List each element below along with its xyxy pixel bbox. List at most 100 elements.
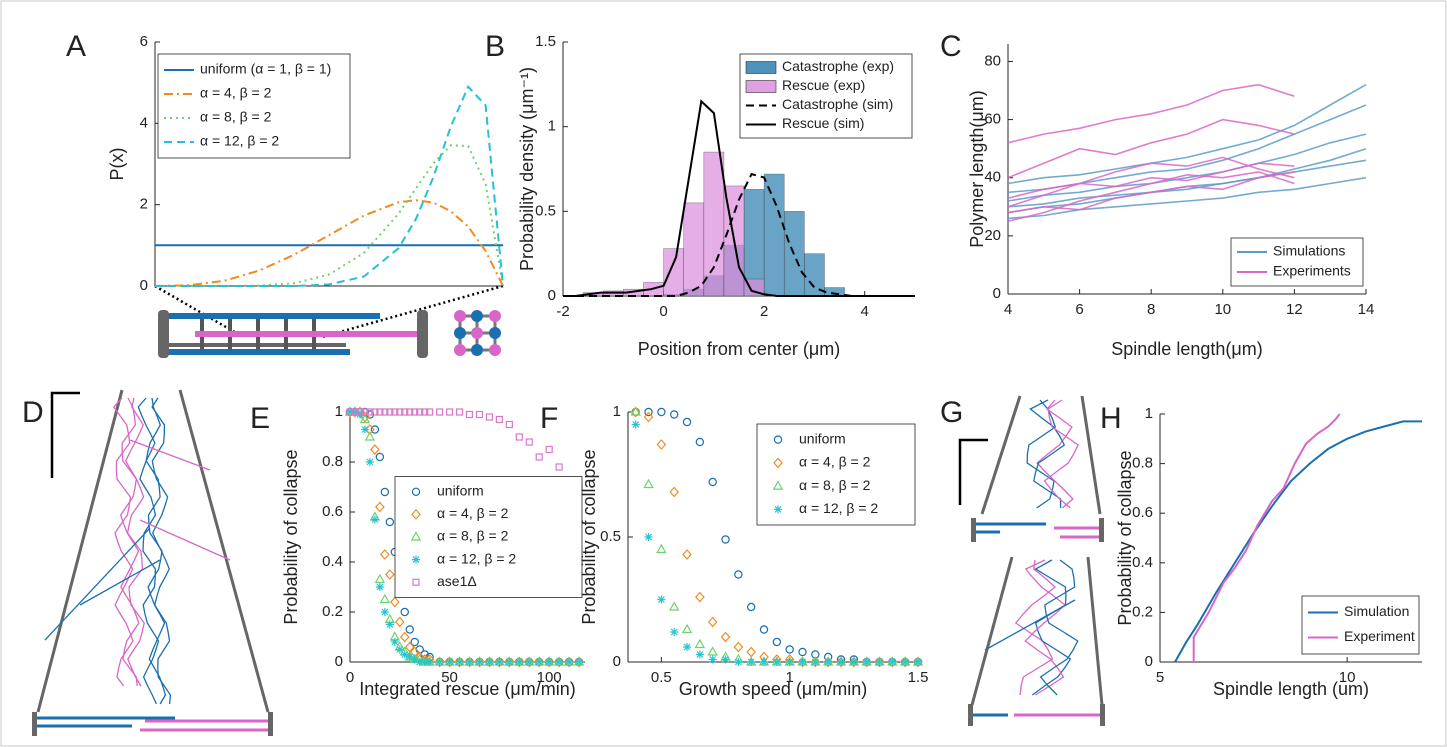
node [489,327,501,339]
marker [785,658,794,666]
marker [514,656,525,668]
y-tick-label: 0.8 [322,453,343,470]
marker [435,658,444,666]
legend-label: ase1Δ [437,573,477,589]
legend-swatch [412,578,420,586]
marker [669,486,679,498]
legend-label: Rescue (sim) [782,115,864,131]
y-tick-label: 2 [140,196,148,213]
legend-box [756,423,916,526]
marker [515,433,523,441]
marker [454,656,465,668]
marker [385,620,394,629]
marker [365,458,374,466]
y-tick-label: 1 [548,118,556,135]
marker [485,658,494,666]
legend-label: α = 4, β = 2 [437,505,509,521]
trace [139,519,231,561]
marker [356,408,364,416]
node [454,344,466,356]
marker [395,645,404,654]
legend-label: Rescue (exp) [782,77,865,93]
marker [707,646,718,656]
x-tick-label: 4 [861,303,869,320]
legend-swatch [745,80,777,93]
x-axis-label: Integrated rescue (μm/min) [359,679,575,699]
marker [544,656,554,668]
marker [811,658,820,666]
y-tick-label: 0.4 [1132,554,1153,571]
line [155,84,504,287]
microtubule [195,331,417,337]
marker [747,658,756,666]
marker [364,431,376,441]
marker [837,658,846,666]
marker [379,593,391,604]
y-axis-label: Probability of collapse [281,449,301,624]
trace [79,559,161,606]
marker [555,463,563,471]
trace [1014,559,1057,696]
marker [421,408,429,416]
trace [1024,559,1067,696]
marker [400,650,409,659]
panel-label: G [940,396,963,429]
trace [151,397,172,705]
marker [545,658,554,666]
legend-swatch [773,457,783,469]
marker [888,658,897,666]
line [154,199,504,287]
line [563,172,915,297]
trace [1007,156,1295,208]
marker [565,658,574,666]
node [454,310,466,322]
histogram-bar [763,173,785,297]
x-tick-label: 0 [659,303,667,320]
marker [374,573,386,584]
y-tick-label: 0 [993,285,1001,302]
marker [394,616,405,628]
legend-label: α = 8, β = 2 [200,109,272,125]
trace [129,439,211,471]
marker [410,655,419,664]
marker [436,408,444,416]
marker [525,438,533,446]
marker [759,625,769,634]
y-tick-label: 0 [140,277,148,294]
spindle-edge [970,556,1014,706]
legend-swatch [411,487,421,496]
x-tick-label: 1 [786,669,794,686]
marker [444,656,455,668]
marker [695,437,705,447]
line [1192,413,1341,662]
x-tick-label: 5 [1156,669,1164,686]
marker [375,452,385,462]
legend-label: Catastrophe (exp) [782,58,894,74]
legend-label: uniform [437,483,484,499]
marker [887,656,898,668]
marker [445,658,454,666]
trace [1007,118,1295,179]
marker [682,549,692,560]
legend-label: Simulations [1273,243,1345,259]
y-tick-label: 1 [613,403,621,420]
legend-swatch [772,480,784,490]
marker [371,408,379,416]
marker [734,658,743,666]
y-tick-label: 0.2 [1132,603,1153,620]
marker [361,408,369,416]
marker [644,407,653,417]
x-axis-label: Growth speed (μm/min) [679,679,867,699]
marker [914,658,922,666]
marker [465,410,474,419]
y-tick-label: 1.5 [535,33,556,50]
legend-swatch [412,555,420,564]
marker [396,408,404,416]
x-tick-label: 6 [1075,301,1083,318]
pole [268,712,273,736]
marker [798,647,807,657]
marker [733,641,744,653]
marker [366,408,374,416]
marker [385,517,395,527]
x-tick-label: 50 [441,669,458,686]
